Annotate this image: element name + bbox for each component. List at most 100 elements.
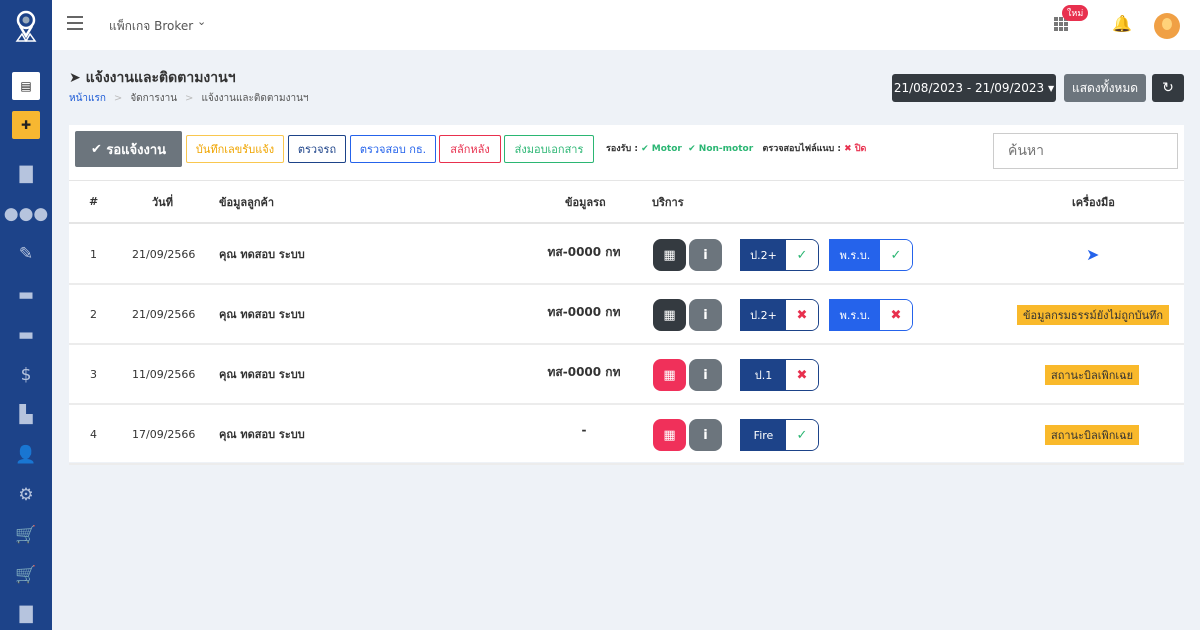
x-icon: ✖ bbox=[786, 360, 818, 390]
info-icon: i bbox=[703, 367, 708, 383]
status-badge: สถานะบิลเพิกเฉย bbox=[1045, 365, 1140, 385]
row-car: - bbox=[581, 423, 587, 437]
service-tag[interactable]: ป.2+ ✓ bbox=[740, 239, 819, 271]
filter-car-inspection[interactable]: ตรวจรถ bbox=[288, 135, 346, 163]
support-info: รองรับ : ✔ Motor ✔ Non-motor ตรวจสอบไฟล์… bbox=[606, 141, 866, 155]
sidebar-item-add[interactable]: ✚ bbox=[12, 111, 40, 139]
row-date: 11/09/2566 bbox=[132, 367, 196, 381]
chevron-down-icon[interactable]: ⌄ bbox=[197, 15, 207, 28]
service-label: ป.2+ bbox=[741, 300, 786, 330]
table-row: 1 21/09/2566 คุณ ทดสอบ ระบบ ทส-0000 กท ▦… bbox=[69, 225, 1184, 285]
row-car: ทส-0000 กท bbox=[547, 245, 621, 259]
check-circle-icon: ✔ bbox=[688, 144, 696, 154]
filter-delivery[interactable]: ส่งมอบเอกสาร bbox=[504, 135, 594, 163]
row-date: 21/09/2566 bbox=[132, 307, 196, 321]
calculator-button[interactable]: ▦ bbox=[653, 239, 686, 271]
attach-label: ตรวจสอบไฟล์แนบ : bbox=[762, 144, 841, 154]
logo-pin-icon bbox=[15, 10, 37, 42]
sidebar-item-document-2[interactable]: ▇ bbox=[19, 604, 33, 624]
send-icon[interactable]: ➤ bbox=[1086, 244, 1100, 264]
sidebar: ▤ ✚ ▇ ●●● ✎ ▬ ▬ $ ▙ 👤 ⚙ 🛒 🛒 ▇ bbox=[0, 0, 52, 630]
row-customer: คุณ ทดสอบ ระบบ bbox=[219, 308, 305, 321]
info-icon: i bbox=[703, 307, 708, 323]
breadcrumb-home[interactable]: หน้าแรก bbox=[69, 93, 106, 104]
header-car: ข้อมูลรถ bbox=[565, 195, 606, 209]
sidebar-item-document[interactable]: ▇ bbox=[19, 164, 33, 184]
row-number: 4 bbox=[90, 427, 97, 441]
support-label: รองรับ : bbox=[606, 144, 638, 154]
send-icon: ➤ bbox=[69, 70, 81, 86]
row-date: 21/09/2566 bbox=[132, 247, 196, 261]
info-icon: i bbox=[703, 247, 708, 263]
sidebar-item-card[interactable]: ▬ bbox=[17, 285, 35, 305]
sidebar-item-card-2[interactable]: ▬ bbox=[17, 325, 35, 345]
search-input[interactable] bbox=[993, 133, 1178, 169]
info-button[interactable]: i bbox=[689, 419, 722, 451]
info-icon: i bbox=[703, 427, 708, 443]
calculator-icon: ▦ bbox=[663, 427, 676, 443]
sidebar-item-cart[interactable]: 🛒 bbox=[15, 525, 37, 545]
calculator-button[interactable]: ▦ bbox=[653, 299, 686, 331]
row-customer: คุณ ทดสอบ ระบบ bbox=[219, 368, 305, 381]
row-car: ทส-0000 กท bbox=[547, 365, 621, 379]
date-range-button[interactable]: 21/08/2023 - 21/09/2023 ▼ bbox=[892, 74, 1056, 102]
info-button[interactable]: i bbox=[689, 359, 722, 391]
bell-icon[interactable]: 🔔 bbox=[1112, 14, 1132, 33]
service-tag[interactable]: ป.1 ✖ bbox=[740, 359, 819, 391]
sidebar-item-add-user[interactable]: 👤 bbox=[15, 445, 37, 465]
package-selector[interactable]: แพ็กเกจ Broker bbox=[109, 19, 194, 33]
page-title: ➤ แจ้งงานและติดตามงานฯ bbox=[69, 67, 236, 89]
calculator-icon: ▦ bbox=[663, 307, 676, 323]
caret-down-icon: ▼ bbox=[1047, 83, 1055, 93]
service-tag[interactable]: Fire ✓ bbox=[740, 419, 819, 451]
row-customer: คุณ ทดสอบ ระบบ bbox=[219, 248, 305, 261]
check-circle-icon: ✔ bbox=[641, 144, 649, 154]
service-label: พ.ร.บ. bbox=[830, 300, 880, 330]
attach-value: ปิด bbox=[854, 144, 867, 154]
sidebar-item-money[interactable]: $ bbox=[20, 365, 32, 385]
header-date: วันที่ bbox=[152, 195, 173, 209]
status-badge: ข้อมูลกรมธรรม์ยังไม่ถูกบันทึก bbox=[1017, 305, 1170, 325]
calculator-button[interactable]: ▦ bbox=[653, 419, 686, 451]
sidebar-item-chart[interactable]: ▙ bbox=[19, 405, 33, 425]
new-badge: ใหม่ bbox=[1062, 5, 1089, 21]
check-icon: ✓ bbox=[786, 240, 818, 270]
row-number: 1 bbox=[90, 247, 97, 261]
calculator-icon: ▦ bbox=[663, 367, 676, 383]
jobs-card: ✔ รอแจ้งงาน บันทึกเลขรับแจ้ง ตรวจรถ ตรวจ… bbox=[69, 125, 1184, 465]
filter-policy-check[interactable]: ตรวจสอบ กธ. bbox=[350, 135, 436, 163]
calculator-button[interactable]: ▦ bbox=[653, 359, 686, 391]
filter-endorsement[interactable]: สลักหลัง bbox=[439, 135, 501, 163]
x-icon: ✖ bbox=[786, 300, 818, 330]
sidebar-item-edit[interactable]: ✎ bbox=[18, 244, 34, 264]
filter-pending-button[interactable]: ✔ รอแจ้งงาน bbox=[75, 131, 182, 167]
service-tag[interactable]: ป.2+ ✖ bbox=[740, 299, 819, 331]
table-header: # วันที่ ข้อมูลลูกค้า ข้อมูลรถ บริการ เค… bbox=[69, 180, 1184, 224]
row-date: 17/09/2566 bbox=[132, 427, 196, 441]
header-customer: ข้อมูลลูกค้า bbox=[219, 195, 275, 209]
sidebar-item-settings[interactable]: ⚙ bbox=[18, 485, 34, 505]
sidebar-item-users[interactable]: ●●● bbox=[3, 204, 49, 224]
avatar[interactable] bbox=[1154, 13, 1180, 39]
service-label: ป.2+ bbox=[741, 240, 786, 270]
table-row: 4 17/09/2566 คุณ ทดสอบ ระบบ - ▦ i Fire ✓… bbox=[69, 405, 1184, 465]
service-tag[interactable]: พ.ร.บ. ✓ bbox=[829, 239, 913, 271]
refresh-button[interactable]: ↻ bbox=[1152, 74, 1184, 102]
info-button[interactable]: i bbox=[689, 299, 722, 331]
date-range-text: 21/08/2023 - 21/09/2023 bbox=[893, 81, 1045, 95]
breadcrumb: หน้าแรก > จัดการงาน > แจ้งงานและติดตามงานฯ bbox=[69, 93, 309, 104]
service-tag[interactable]: พ.ร.บ. ✖ bbox=[829, 299, 913, 331]
sidebar-item-clipboard[interactable]: ▤ bbox=[12, 72, 40, 100]
refresh-icon: ↻ bbox=[1162, 80, 1174, 96]
menu-icon[interactable] bbox=[67, 16, 83, 30]
sidebar-item-cart-2[interactable]: 🛒 bbox=[15, 565, 37, 585]
breadcrumb-current: แจ้งงานและติดตามงานฯ bbox=[201, 93, 309, 104]
filter-record-number[interactable]: บันทึกเลขรับแจ้ง bbox=[186, 135, 284, 163]
service-label: พ.ร.บ. bbox=[830, 240, 880, 270]
topbar: แพ็กเกจ Broker ⌄ ใหม่ 🔔 bbox=[52, 0, 1200, 50]
info-button[interactable]: i bbox=[689, 239, 722, 271]
check-circle-icon: ✔ bbox=[90, 141, 102, 157]
x-icon: ✖ bbox=[880, 300, 912, 330]
show-all-button[interactable]: แสดงทั้งหมด bbox=[1064, 74, 1146, 102]
header-no: # bbox=[89, 195, 99, 208]
